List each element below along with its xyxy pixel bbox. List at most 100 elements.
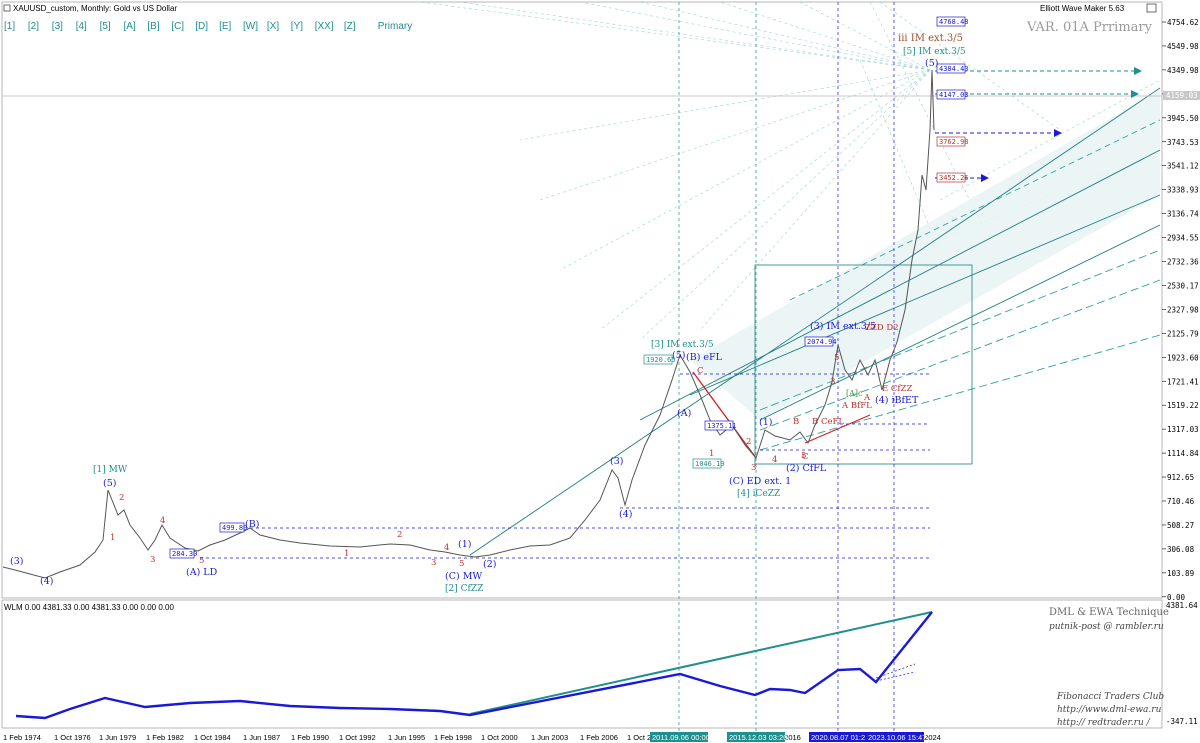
- label-w4-2008: (4): [619, 509, 632, 520]
- label-czz: E CfZZ: [882, 384, 912, 394]
- minor-label: 1: [344, 549, 349, 559]
- wave-button-9[interactable]: [E]: [219, 21, 231, 32]
- minor-label: 5: [459, 559, 464, 569]
- label-w3-1975: (3): [10, 556, 23, 567]
- chart-header: XAUUSD_custom, Monthly: Gold vs US Dolla…: [3, 3, 1157, 13]
- label-a-2013: (A): [677, 408, 691, 419]
- label-a-ld: (A) LD: [186, 567, 218, 578]
- price-tick: 1721.41: [1167, 377, 1199, 386]
- price-tick: 912.65: [1167, 473, 1194, 482]
- price-level-boxes: 4768.48 4384.43 4147.03 3762.98 3452.26 …: [169, 16, 969, 559]
- label-w5-2011: (5): [672, 350, 685, 361]
- time-tick: 1 Jun 1987: [243, 733, 280, 742]
- price-tick: 710.46: [1167, 497, 1195, 506]
- minor-label: 1: [709, 449, 714, 459]
- price-tick: 2530.17: [1167, 281, 1199, 290]
- minor-label: 3: [751, 463, 756, 473]
- wave-cfl-line: [804, 414, 871, 444]
- price-tick: 4349.98: [1167, 66, 1199, 75]
- wave-button-11[interactable]: [X]: [267, 21, 279, 32]
- analysis-box: [754, 264, 973, 465]
- oscillator-frame: [1, 599, 1163, 729]
- price-tick: 1519.22: [1167, 401, 1199, 410]
- price-tick: 1923.60: [1167, 353, 1199, 362]
- label-w5-1980: (5): [103, 478, 116, 489]
- price-tick: 3743.53: [1167, 138, 1199, 147]
- brand-line-5: http:// redtrader.ru /: [1057, 718, 1151, 728]
- wave-button-13[interactable]: [XX]: [315, 21, 334, 32]
- time-tick: 1 Feb 2006: [580, 733, 618, 742]
- price-tick: 508.27: [1167, 521, 1194, 530]
- wave-button-2[interactable]: [3]: [52, 21, 63, 32]
- fibonacci-fan: [419, 1, 1161, 341]
- level-box-3: 4147.03: [939, 91, 969, 99]
- time-tick: 1 Jun 2003: [531, 733, 568, 742]
- level-box-4: 3762.98: [939, 138, 969, 146]
- minor-label: 5: [801, 451, 806, 461]
- wave-button-5[interactable]: [A]: [124, 21, 136, 32]
- wave-button-6[interactable]: [B]: [147, 21, 159, 32]
- trend-channel: [469, 87, 1161, 556]
- minor-label: 2: [397, 530, 402, 540]
- minor-label: C: [697, 366, 704, 376]
- arrow-heads: [981, 67, 1142, 182]
- label-primary-top-sub: [5] IM ext.3/5: [903, 47, 966, 57]
- wave-c-line: [692, 371, 757, 459]
- wave-button-0[interactable]: [1]: [4, 21, 15, 32]
- minor-label: 3: [830, 377, 835, 387]
- minor-label: 3: [431, 558, 436, 568]
- wave-button-8[interactable]: [D]: [195, 21, 208, 32]
- wave-button-14[interactable]: [Z]: [344, 21, 356, 32]
- price-tick: 2327.98: [1167, 305, 1199, 314]
- main-chart-frame: [1, 1, 1163, 599]
- price-tick: 1317.03: [1167, 425, 1199, 434]
- label-b-1987: (B): [245, 519, 259, 530]
- marker-label-2: 2015.12.03 03:20: [729, 733, 787, 742]
- level-box-2074: 2074.94: [807, 338, 837, 346]
- minor-label: 4: [444, 543, 449, 553]
- label-small-ac: [A]c: [846, 389, 863, 398]
- price-tick: 3945.50: [1167, 114, 1199, 123]
- wave-button-10[interactable]: [W]: [243, 21, 258, 32]
- branding: DML & EWA Technique putnik-post @ ramble…: [1049, 607, 1169, 728]
- mode-button[interactable]: Primary: [378, 21, 412, 32]
- wave-button-3[interactable]: [4]: [76, 21, 87, 32]
- minor-label: 2: [746, 437, 751, 447]
- price-tick: 4549.98: [1167, 42, 1199, 51]
- price-tick: 3338.93: [1167, 186, 1199, 195]
- label-w3-2011: [3] IM ext.3/5: [651, 340, 714, 350]
- label-w1-2016: (1): [759, 417, 772, 428]
- label-b-efl: (B) eFL: [686, 352, 723, 363]
- label-cfzz: [2] CfZZ: [445, 584, 483, 594]
- time-tick: 1 Feb 1998: [434, 733, 472, 742]
- brand-line-4: http://www.dml-ewa.ru: [1057, 705, 1162, 715]
- price-tick: 103.89: [1167, 569, 1194, 578]
- time-tick: 1 Jun 1995: [388, 733, 425, 742]
- label-b-cefl: B CeFL: [812, 417, 844, 427]
- chart-icon: [3, 4, 11, 12]
- level-box-2: 4384.43: [939, 65, 969, 73]
- time-tick: 1 Oct 1984: [194, 733, 231, 742]
- time-tick: 1 Oct 1992: [339, 733, 376, 742]
- horizontal-levels: [200, 373, 930, 559]
- oscillator-title: WLM 0.00 4381.33 0.00 4381.33 0.00 0.00 …: [4, 603, 174, 612]
- wave-button-4[interactable]: [5]: [100, 21, 111, 32]
- time-marker-labels: 2011.09.06 00:00 2015.12.03 03:20 2020.0…: [650, 732, 926, 742]
- wave-button-12[interactable]: [Y]: [291, 21, 303, 32]
- minor-label: 4: [772, 455, 777, 465]
- minor-label: B: [793, 417, 799, 427]
- price-tick: 3541.12: [1167, 162, 1199, 171]
- wave-button-7[interactable]: [C]: [171, 21, 184, 32]
- time-tick: 1 Feb 1982: [146, 733, 184, 742]
- wave-button-1[interactable]: [2]: [28, 21, 39, 32]
- label-w4-ibfet: (4) iBfET: [875, 395, 919, 406]
- price-tick: 2732.36: [1167, 258, 1199, 267]
- level-box-1375: 1375.11: [707, 422, 737, 430]
- time-tick: t 2016: [780, 733, 801, 742]
- label-w1-mw: [1] MW: [93, 465, 128, 475]
- label-w3-2008: (3): [610, 456, 623, 467]
- price-tick: 4754.62: [1167, 18, 1199, 27]
- time-tick: 1 Oct 1976: [54, 733, 91, 742]
